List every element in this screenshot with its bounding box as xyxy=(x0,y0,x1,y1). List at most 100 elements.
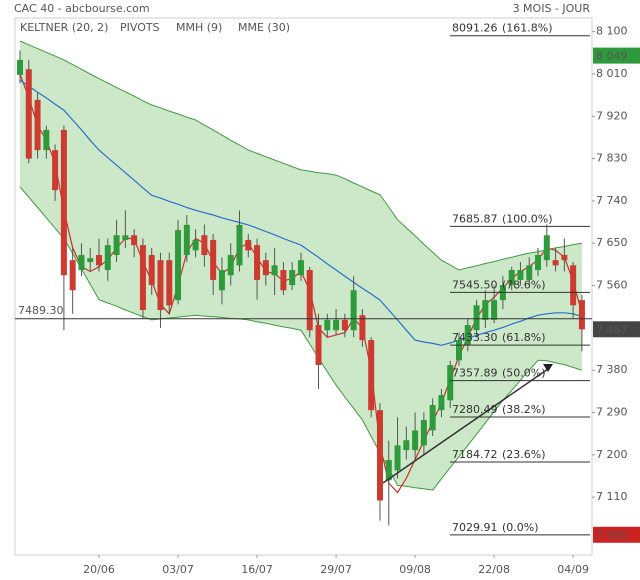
indicator-line xyxy=(19,79,583,346)
x-tick-label: 04/09 xyxy=(557,563,589,576)
candle-body xyxy=(447,365,454,401)
fib-percent: (161.8%) xyxy=(502,22,553,35)
y-tick-label: 7 560 xyxy=(596,279,628,292)
candle-body xyxy=(333,319,340,331)
candle-body xyxy=(526,265,533,280)
candle-body xyxy=(350,290,357,331)
candle-body xyxy=(60,129,67,276)
y-tick-label: 7 830 xyxy=(596,152,628,165)
candle-body xyxy=(464,325,471,346)
candle-body xyxy=(271,265,278,276)
candle-body xyxy=(25,69,32,159)
price-tag-label: 7 467 xyxy=(596,323,628,336)
candle-body xyxy=(78,254,85,271)
candle-body xyxy=(87,258,94,263)
candle-body xyxy=(289,270,296,286)
candle-body xyxy=(210,239,217,280)
candle-body xyxy=(166,260,173,306)
fib-percent: (0.0%) xyxy=(502,521,539,534)
y-tick-label: 7 290 xyxy=(596,406,628,419)
candle-body xyxy=(201,235,208,255)
candle-body xyxy=(113,235,120,255)
legend-label: PIVOTS xyxy=(120,21,160,34)
legend-label: MME (30) xyxy=(238,21,290,34)
candle-body xyxy=(517,270,524,280)
y-tick-label: 7 200 xyxy=(596,448,628,461)
candle-body xyxy=(96,254,103,266)
fib-percent: (78.6%) xyxy=(502,278,546,291)
candle-body xyxy=(368,340,375,411)
candle-body xyxy=(52,150,59,191)
candle-body xyxy=(17,59,23,75)
candle-body xyxy=(175,230,182,301)
fib-percent: (50.0%) xyxy=(502,367,546,380)
y-tick-label: 7 650 xyxy=(596,236,628,249)
candle-body xyxy=(456,340,462,361)
fib-percent: (23.6%) xyxy=(502,448,546,461)
y-tick-label: 7 740 xyxy=(596,194,628,207)
price-tag xyxy=(593,47,640,64)
candle-body xyxy=(508,270,515,286)
y-tick-label: 7 380 xyxy=(596,363,628,376)
pivot-label: 7489.30 xyxy=(18,304,64,317)
trend-line xyxy=(382,368,549,484)
candle-body xyxy=(359,315,366,341)
plot-frame xyxy=(14,17,593,556)
fib-value: 7280.49 xyxy=(452,403,498,416)
candle-body xyxy=(122,235,129,240)
overlay-layer: KELTNER (20, 2) PIVOTS 7489.30 MMH (9) MME (… xyxy=(15,21,640,543)
y-tick-label: 8 010 xyxy=(596,67,628,80)
legend-label: KELTNER (20, 2) xyxy=(20,21,108,34)
candle-body xyxy=(280,270,287,291)
candle-body xyxy=(227,254,234,276)
candle-body xyxy=(543,235,550,261)
candle-body xyxy=(429,404,436,431)
x-tick-label: 16/07 xyxy=(241,563,273,576)
candle-body xyxy=(561,254,568,261)
keltner-upper xyxy=(19,40,582,271)
candle-body xyxy=(131,235,138,246)
candle-body xyxy=(438,395,445,411)
price-tag-label: 8 049 xyxy=(596,50,628,63)
x-tick-label: 03/07 xyxy=(162,563,194,576)
candle-body xyxy=(570,265,577,306)
y-tick-label: 7 920 xyxy=(596,109,628,122)
price-tag xyxy=(593,321,640,338)
candle-body xyxy=(254,245,261,280)
candle-body xyxy=(139,245,146,311)
candle-body xyxy=(43,129,50,151)
y-tick-label: 7 110 xyxy=(596,490,628,503)
candle-body xyxy=(157,260,164,311)
y-tick-label: 8 100 xyxy=(596,25,628,38)
candle-body xyxy=(412,430,419,451)
candle-body xyxy=(535,254,542,271)
candle-body xyxy=(578,300,585,330)
candle-body xyxy=(104,245,111,271)
candle-body xyxy=(385,460,392,481)
chart-subtitle: 3 MOIS - JOUR xyxy=(513,2,591,15)
candle-body xyxy=(297,260,304,276)
candle-body xyxy=(315,325,322,366)
fib-percent: (38.2%) xyxy=(502,403,546,416)
candle-body xyxy=(403,440,410,451)
x-tick-label: 20/06 xyxy=(83,563,115,576)
candle-body xyxy=(420,420,427,446)
candle-body xyxy=(34,99,41,151)
candle-body xyxy=(148,254,155,286)
candle-body xyxy=(306,270,313,331)
candle-body xyxy=(341,319,348,331)
candle-body xyxy=(394,445,401,471)
keltner-lower xyxy=(19,186,583,491)
fib-value: 7029.91 xyxy=(452,521,498,534)
chart-title: CAC 40 - abcbourse.com xyxy=(14,2,150,15)
candle-body xyxy=(324,319,331,331)
price-tag xyxy=(593,526,640,543)
fib-value: 7685.87 xyxy=(452,212,498,225)
x-tick-label: 09/08 xyxy=(399,563,431,576)
price-tag-label: 7 030 xyxy=(596,529,628,542)
candle-body xyxy=(192,239,199,251)
candle-body xyxy=(262,260,269,276)
candle-body xyxy=(245,239,252,251)
candle-body xyxy=(491,300,498,320)
